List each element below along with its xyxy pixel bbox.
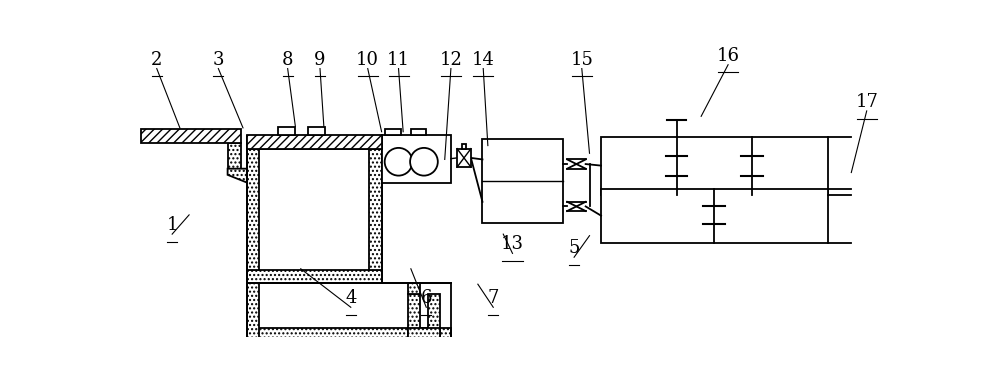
Text: 14: 14 xyxy=(472,50,495,69)
Text: 7: 7 xyxy=(488,289,499,307)
Text: 2: 2 xyxy=(151,50,162,69)
Polygon shape xyxy=(228,169,247,183)
Bar xyxy=(408,283,420,294)
Bar xyxy=(308,127,325,135)
Bar xyxy=(259,149,369,270)
Bar xyxy=(411,128,426,135)
Bar xyxy=(247,135,382,149)
Bar xyxy=(247,136,382,149)
Text: 6: 6 xyxy=(421,289,432,307)
Text: 4: 4 xyxy=(345,289,356,307)
Text: 8: 8 xyxy=(282,50,293,69)
Bar xyxy=(457,149,471,167)
Bar xyxy=(141,128,241,143)
Text: 12: 12 xyxy=(439,50,462,69)
Bar xyxy=(462,144,466,149)
Bar xyxy=(247,283,259,340)
Text: 17: 17 xyxy=(855,93,878,111)
Bar xyxy=(228,143,241,173)
Bar xyxy=(408,294,420,340)
Bar xyxy=(382,135,451,183)
Text: 3: 3 xyxy=(213,50,224,69)
Bar xyxy=(247,149,259,270)
Bar xyxy=(369,149,382,270)
Bar xyxy=(601,189,828,243)
Bar xyxy=(385,128,401,135)
Text: 5: 5 xyxy=(568,239,580,257)
Text: 9: 9 xyxy=(314,50,326,69)
Bar xyxy=(428,294,440,340)
Bar xyxy=(278,127,295,135)
Bar xyxy=(247,328,451,340)
Bar xyxy=(408,328,440,340)
Text: 11: 11 xyxy=(387,50,410,69)
Circle shape xyxy=(410,148,438,175)
Text: 1: 1 xyxy=(166,216,178,234)
Text: 15: 15 xyxy=(570,50,593,69)
Text: 10: 10 xyxy=(356,50,379,69)
Text: 13: 13 xyxy=(501,235,524,254)
Bar xyxy=(482,139,563,223)
Bar xyxy=(601,137,828,195)
Text: 16: 16 xyxy=(717,47,740,65)
Circle shape xyxy=(385,148,412,175)
Bar xyxy=(247,270,382,283)
